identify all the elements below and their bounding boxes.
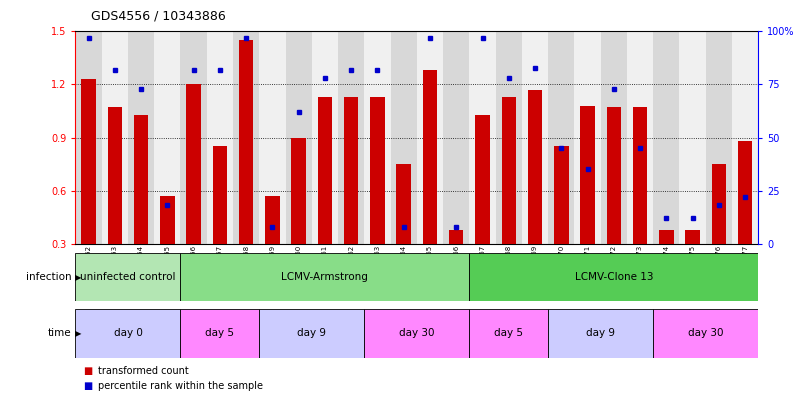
Bar (396, 164, 411, 244)
Text: percentile rank within the sample: percentile rank within the sample (98, 381, 263, 391)
Bar (738, 141, 753, 244)
Bar (338, 31, 364, 244)
Bar (81, 79, 96, 244)
Bar (180, 309, 260, 358)
Bar (476, 114, 490, 244)
Bar (422, 70, 437, 244)
Bar (711, 164, 726, 244)
Bar (364, 31, 391, 244)
Text: ■: ■ (83, 381, 93, 391)
Text: LCMV-Armstrong: LCMV-Armstrong (282, 272, 368, 282)
Bar (554, 146, 569, 244)
Bar (469, 31, 495, 244)
Bar (370, 97, 384, 244)
Bar (134, 114, 148, 244)
Bar (706, 31, 732, 244)
Bar (685, 230, 700, 244)
Bar (180, 31, 206, 244)
Text: GDS4556 / 10343886: GDS4556 / 10343886 (91, 10, 226, 23)
Text: day 0: day 0 (114, 328, 142, 338)
Bar (233, 31, 260, 244)
Bar (239, 40, 253, 244)
Bar (206, 31, 233, 244)
Text: transformed count: transformed count (98, 366, 188, 376)
Bar (213, 146, 227, 244)
Bar (732, 31, 758, 244)
Bar (653, 309, 758, 358)
Text: infection: infection (26, 272, 71, 282)
Text: day 30: day 30 (688, 328, 723, 338)
Text: LCMV-Clone 13: LCMV-Clone 13 (575, 272, 653, 282)
Bar (108, 107, 122, 244)
Bar (75, 309, 180, 358)
Bar (291, 138, 306, 244)
Text: day 9: day 9 (297, 328, 326, 338)
Bar (502, 97, 516, 244)
Text: ▶: ▶ (75, 329, 81, 338)
Text: day 5: day 5 (495, 328, 523, 338)
Bar (391, 31, 417, 244)
Text: time: time (48, 328, 71, 338)
Bar (180, 253, 469, 301)
Bar (522, 31, 548, 244)
Bar (449, 230, 464, 244)
Bar (469, 309, 548, 358)
Bar (75, 31, 102, 244)
Bar (260, 309, 364, 358)
Text: day 30: day 30 (399, 328, 434, 338)
Bar (187, 84, 201, 244)
Bar (627, 31, 653, 244)
Bar (680, 31, 706, 244)
Bar (548, 31, 574, 244)
Text: day 5: day 5 (206, 328, 234, 338)
Bar (364, 309, 469, 358)
Bar (318, 97, 332, 244)
Bar (607, 107, 621, 244)
Bar (260, 31, 286, 244)
Text: ■: ■ (83, 366, 93, 376)
Bar (154, 31, 180, 244)
Bar (265, 196, 279, 244)
Bar (469, 253, 758, 301)
Bar (653, 31, 680, 244)
Bar (344, 97, 358, 244)
Text: uninfected control: uninfected control (80, 272, 175, 282)
Bar (75, 253, 180, 301)
Bar (312, 31, 338, 244)
Bar (659, 230, 673, 244)
Bar (160, 196, 175, 244)
Bar (495, 31, 522, 244)
Bar (574, 31, 601, 244)
Bar (443, 31, 469, 244)
Bar (548, 309, 653, 358)
Bar (601, 31, 627, 244)
Bar (128, 31, 154, 244)
Text: day 9: day 9 (586, 328, 615, 338)
Bar (102, 31, 128, 244)
Bar (286, 31, 312, 244)
Bar (633, 107, 647, 244)
Bar (580, 106, 595, 244)
Bar (528, 90, 542, 244)
Text: ▶: ▶ (75, 273, 81, 281)
Bar (417, 31, 443, 244)
